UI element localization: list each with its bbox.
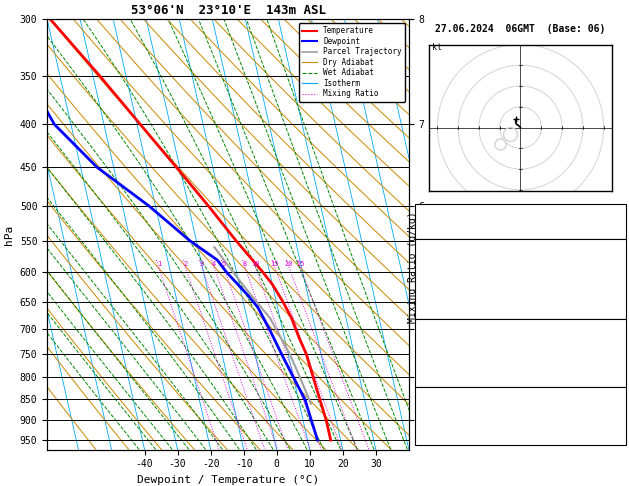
Text: 3: 3 <box>614 354 620 364</box>
Text: 0: 0 <box>614 308 620 318</box>
Text: 15: 15 <box>270 261 279 267</box>
Text: 950: 950 <box>602 331 620 341</box>
Text: Dewp (°C): Dewp (°C) <box>426 262 479 272</box>
Text: PW (cm): PW (cm) <box>426 228 467 238</box>
Text: 42: 42 <box>608 217 620 226</box>
Text: 0: 0 <box>614 365 620 375</box>
Legend: Temperature, Dewpoint, Parcel Trajectory, Dry Adiabat, Wet Adiabat, Isotherm, Mi: Temperature, Dewpoint, Parcel Trajectory… <box>299 23 405 102</box>
Text: StmSpd (kt): StmSpd (kt) <box>426 434 490 444</box>
Text: Mixing Ratio (g/kg): Mixing Ratio (g/kg) <box>408 211 418 323</box>
Text: 2.12: 2.12 <box>596 228 620 238</box>
Text: 16: 16 <box>608 205 620 215</box>
Text: 321: 321 <box>602 343 620 352</box>
Text: LCL: LCL <box>416 435 432 445</box>
Text: EH: EH <box>426 399 437 410</box>
Text: Hodograph: Hodograph <box>494 388 547 398</box>
Text: © weatheronline.co.uk: © weatheronline.co.uk <box>464 439 577 448</box>
Text: CAPE (J): CAPE (J) <box>426 365 472 375</box>
Text: 5: 5 <box>222 261 226 267</box>
Text: 2: 2 <box>184 261 187 267</box>
Text: 157°: 157° <box>596 422 620 433</box>
Text: 7: 7 <box>614 285 620 295</box>
Text: Temp (°C): Temp (°C) <box>426 251 479 261</box>
Text: 3: 3 <box>200 261 204 267</box>
Text: 3: 3 <box>614 434 620 444</box>
Text: CIN (J): CIN (J) <box>426 377 467 387</box>
Title: 53°06'N  23°10'E  143m ASL: 53°06'N 23°10'E 143m ASL <box>130 4 326 17</box>
Text: 0: 0 <box>614 296 620 307</box>
Text: 8: 8 <box>614 399 620 410</box>
Text: 8: 8 <box>243 261 247 267</box>
Text: K: K <box>426 205 431 215</box>
Text: 27.06.2024  06GMT  (Base: 06): 27.06.2024 06GMT (Base: 06) <box>435 24 606 34</box>
Text: 1: 1 <box>157 261 161 267</box>
Text: 25: 25 <box>296 261 304 267</box>
Text: SREH: SREH <box>426 411 449 421</box>
Text: 12.8: 12.8 <box>596 262 620 272</box>
Text: kt: kt <box>432 43 442 52</box>
Text: 314: 314 <box>602 274 620 284</box>
Text: Lifted Index: Lifted Index <box>426 285 496 295</box>
Text: 4: 4 <box>212 261 216 267</box>
Text: 15.6: 15.6 <box>596 251 620 261</box>
Text: Pressure (mb): Pressure (mb) <box>426 331 502 341</box>
Text: 10: 10 <box>251 261 260 267</box>
Text: Totals Totals: Totals Totals <box>426 217 502 226</box>
Text: 20: 20 <box>285 261 293 267</box>
Y-axis label: hPa: hPa <box>4 225 14 244</box>
Text: θᴄ(K): θᴄ(K) <box>426 274 455 284</box>
Text: Most Unstable: Most Unstable <box>482 319 559 330</box>
Text: CIN (J): CIN (J) <box>426 308 467 318</box>
Text: CAPE (J): CAPE (J) <box>426 296 472 307</box>
Text: 8: 8 <box>614 411 620 421</box>
X-axis label: Dewpoint / Temperature (°C): Dewpoint / Temperature (°C) <box>137 475 319 485</box>
Text: Lifted Index: Lifted Index <box>426 354 496 364</box>
Text: θᴄ (K): θᴄ (K) <box>426 343 461 352</box>
Text: Surface: Surface <box>500 240 541 249</box>
Text: 0: 0 <box>614 377 620 387</box>
Text: StmDir: StmDir <box>426 422 461 433</box>
